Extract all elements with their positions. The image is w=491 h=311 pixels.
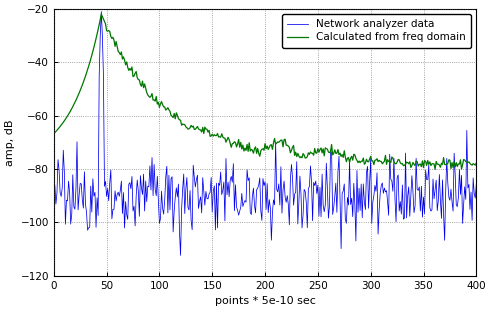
Calculated from freq domain	[283, 143, 289, 147]
Legend: Network analyzer data, Calculated from freq domain: Network analyzer data, Calculated from f…	[282, 14, 471, 48]
Network analyzer data	[51, 193, 57, 197]
Network analyzer data	[107, 181, 113, 184]
Calculated from freq domain	[98, 12, 104, 16]
Network analyzer data	[362, 208, 368, 211]
Network analyzer data	[98, 10, 104, 13]
Network analyzer data	[473, 182, 479, 186]
Network analyzer data	[284, 194, 290, 197]
Line: Calculated from freq domain: Calculated from freq domain	[54, 14, 476, 169]
Network analyzer data	[178, 253, 184, 257]
Calculated from freq domain	[107, 30, 113, 33]
Calculated from freq domain	[361, 162, 367, 166]
Calculated from freq domain	[51, 132, 57, 136]
Calculated from freq domain	[204, 127, 210, 131]
Network analyzer data	[265, 211, 271, 215]
Calculated from freq domain	[473, 161, 479, 165]
Calculated from freq domain	[264, 144, 270, 148]
Network analyzer data	[205, 197, 211, 201]
Line: Network analyzer data: Network analyzer data	[54, 12, 476, 255]
Calculated from freq domain	[432, 168, 438, 171]
X-axis label: points * 5e-10 sec: points * 5e-10 sec	[215, 296, 316, 306]
Calculated from freq domain	[321, 154, 327, 158]
Network analyzer data	[322, 203, 328, 207]
Y-axis label: amp, dB: amp, dB	[5, 119, 15, 165]
